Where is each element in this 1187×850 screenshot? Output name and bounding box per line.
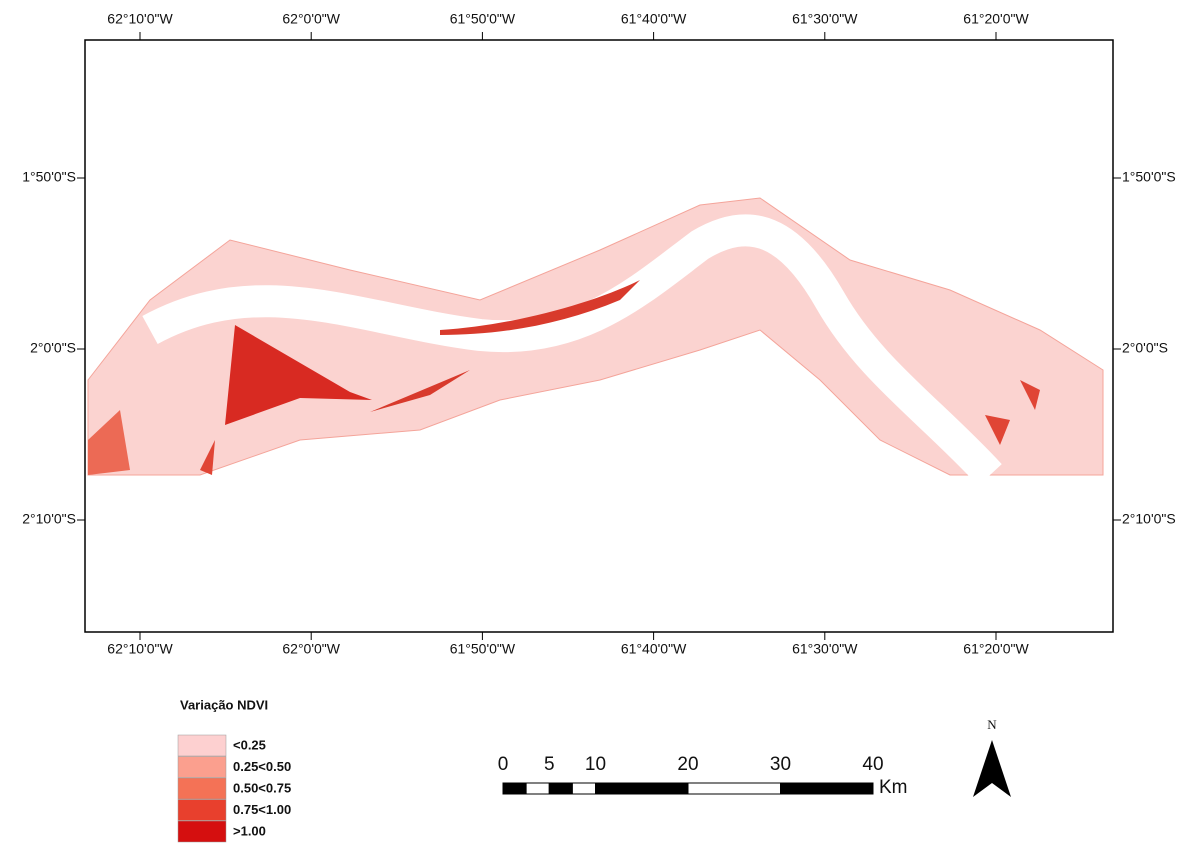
scale-label: 30 [770,754,791,775]
legend-title: Variação NDVI [180,697,268,712]
ndvi-patch [440,280,640,335]
longitude-label: 61°30'0"W [792,641,858,657]
ndvi-patch [1020,380,1040,410]
longitude-label: 61°20'0"W [963,641,1029,657]
scale-segment [595,782,689,795]
scale-label: 20 [677,754,698,775]
latitude-label: 2°10'0"S [22,511,76,527]
scale-label: 0 [498,754,509,775]
legend-swatch [177,777,227,800]
latitude-label: 2°0'0"S [30,340,76,356]
legend-swatch [177,820,227,843]
ndvi-patch [985,415,1010,445]
floodplain [87,197,1104,486]
longitude-label: 62°0'0"W [282,641,340,657]
ndvi-patch [200,440,215,475]
ndvi-patch [88,410,130,475]
ndvi-patch [225,325,372,425]
legend-label: <0.25 [233,737,266,752]
scale-segment [687,782,781,795]
legend-swatch [177,734,227,757]
longitude-label: 62°10'0"W [107,11,173,27]
ndvi-patch [370,370,470,412]
longitude-label: 61°40'0"W [621,641,687,657]
legend-label: 0.50<0.75 [233,780,291,795]
legend-label: 0.75<1.00 [233,802,291,817]
legend-label: 0.25<0.50 [233,759,291,774]
legend-swatch [177,799,227,821]
floodplain-area [87,197,1104,476]
longitude-label: 61°30'0"W [792,11,858,27]
scale-segment [525,782,550,795]
latitude-label: 2°0'0"S [1122,340,1168,356]
longitude-label: 61°20'0"W [963,11,1029,27]
scale-label: 40 [862,754,883,775]
scale-segment [571,782,596,795]
scale-segment [548,782,573,795]
latitude-label: 1°50'0"S [22,169,76,185]
scale-label: 5 [544,754,555,775]
river-channel [142,214,1002,486]
longitude-label: 62°0'0"W [282,11,340,27]
legend-label: >1.00 [233,823,266,838]
north-label: N [987,717,997,732]
legend-swatch [177,756,227,778]
longitude-label: 62°10'0"W [107,641,173,657]
scale-label: 10 [585,754,606,775]
latitude-label: 2°10'0"S [1122,511,1176,527]
scale-unit: Km [879,777,908,798]
longitude-label: 61°50'0"W [450,641,516,657]
scale-segment [502,782,527,795]
scale-segment [780,782,874,795]
latitude-label: 1°50'0"S [1122,169,1176,185]
north-arrow-shape [973,740,1011,797]
longitude-label: 61°50'0"W [450,11,516,27]
longitude-label: 61°40'0"W [621,11,687,27]
north-arrow: N [973,717,1011,797]
